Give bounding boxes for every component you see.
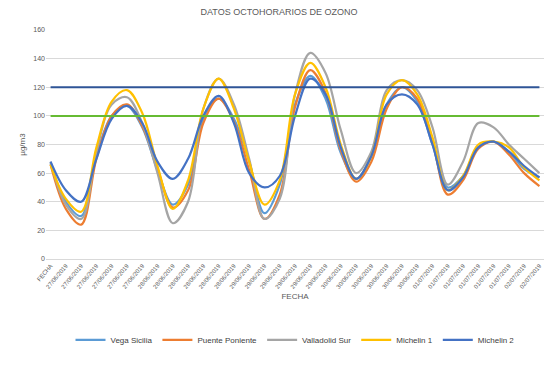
svg-text:140: 140	[33, 55, 45, 62]
svg-text:Puente Poniente: Puente Poniente	[197, 336, 257, 345]
svg-text:01/07/2019: 01/07/2019	[457, 262, 481, 289]
svg-text:160: 160	[33, 26, 45, 33]
svg-text:01/07/2019: 01/07/2019	[412, 262, 436, 289]
svg-text:60: 60	[37, 170, 45, 177]
svg-text:0: 0	[41, 255, 45, 262]
svg-text:27/06/2019: 27/06/2019	[91, 262, 115, 289]
svg-text:29/06/2019: 29/06/2019	[259, 262, 283, 289]
svg-text:30/06/2019: 30/06/2019	[335, 262, 359, 289]
svg-text:20: 20	[37, 227, 45, 234]
svg-text:27/06/2019: 27/06/2019	[76, 262, 100, 289]
svg-text:FECHA: FECHA	[281, 292, 309, 301]
svg-text:29/06/2019: 29/06/2019	[274, 262, 298, 289]
svg-text:DATOS OCTOHORARIOS DE OZONO: DATOS OCTOHORARIOS DE OZONO	[200, 7, 357, 17]
svg-text:29/06/2019: 29/06/2019	[244, 262, 268, 289]
svg-text:28/06/2019: 28/06/2019	[137, 262, 161, 289]
svg-text:120: 120	[33, 84, 45, 91]
svg-text:27/06/2019: 27/06/2019	[106, 262, 130, 289]
svg-text:28/06/2019: 28/06/2019	[213, 262, 237, 289]
svg-text:Vega Sicilia: Vega Sicilia	[111, 336, 153, 345]
svg-text:29/06/2019: 29/06/2019	[305, 262, 329, 289]
svg-text:30/06/2019: 30/06/2019	[396, 262, 420, 289]
svg-text:28/06/2019: 28/06/2019	[167, 262, 191, 289]
svg-text:29/06/2019: 29/06/2019	[289, 262, 313, 289]
svg-text:29/06/2019: 29/06/2019	[228, 262, 252, 289]
svg-text:30/06/2019: 30/06/2019	[320, 262, 344, 289]
svg-text:30/06/2019: 30/06/2019	[366, 262, 390, 289]
svg-text:02/07/2019: 02/07/2019	[519, 262, 543, 289]
svg-text:28/06/2019: 28/06/2019	[198, 262, 222, 289]
svg-text:Valladolid Sur: Valladolid Sur	[302, 336, 351, 345]
svg-text:02/07/2019: 02/07/2019	[503, 262, 527, 289]
svg-text:Michelin 1: Michelin 1	[396, 336, 433, 345]
svg-text:27/06/2019: 27/06/2019	[60, 262, 84, 289]
svg-text:27/06/2019: 27/06/2019	[121, 262, 145, 289]
svg-text:28/06/2019: 28/06/2019	[152, 262, 176, 289]
svg-text:01/07/2019: 01/07/2019	[488, 262, 512, 289]
svg-text:Michelin 2: Michelin 2	[478, 336, 515, 345]
svg-text:30/06/2019: 30/06/2019	[381, 262, 405, 289]
svg-text:01/07/2019: 01/07/2019	[473, 262, 497, 289]
svg-text:27/06/2019: 27/06/2019	[45, 262, 69, 289]
svg-text:40: 40	[37, 198, 45, 205]
svg-text:80: 80	[37, 141, 45, 148]
svg-text:30/06/2019: 30/06/2019	[351, 262, 375, 289]
svg-text:01/07/2019: 01/07/2019	[427, 262, 451, 289]
svg-text:FECHA: FECHA	[36, 263, 54, 282]
svg-text:µg/m3: µg/m3	[18, 133, 27, 156]
svg-text:28/06/2019: 28/06/2019	[183, 262, 207, 289]
svg-text:100: 100	[33, 112, 45, 119]
svg-text:01/07/2019: 01/07/2019	[442, 262, 466, 289]
